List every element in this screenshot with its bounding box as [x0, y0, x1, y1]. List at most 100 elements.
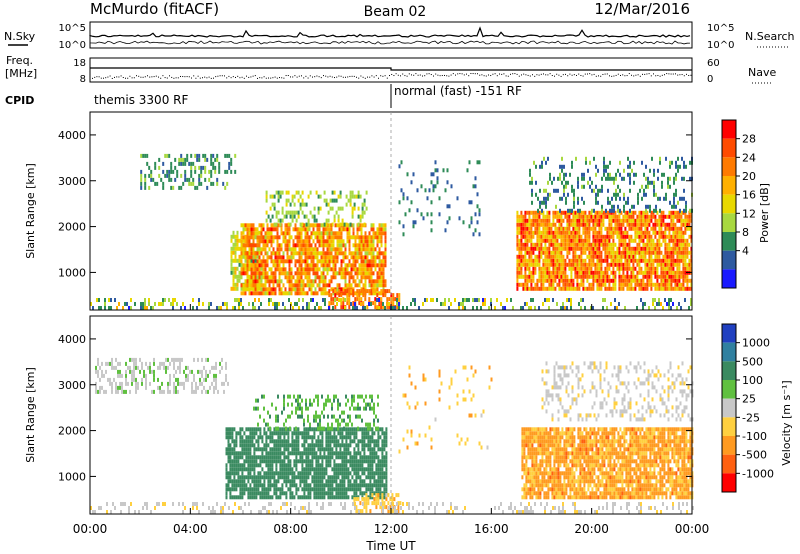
data-cell: [322, 298, 324, 302]
data-cell: [256, 263, 259, 268]
data-cell: [246, 227, 249, 232]
data-cell: [352, 255, 355, 260]
data-cell: [346, 297, 349, 302]
data-cell: [678, 238, 681, 243]
data-cell: [292, 227, 295, 232]
nave-point: [382, 75, 384, 77]
data-cell: [646, 258, 649, 263]
data-cell: [298, 243, 301, 248]
data-cell: [538, 270, 541, 275]
data-cell: [291, 447, 294, 452]
data-cell: [398, 306, 400, 310]
data-cell: [520, 226, 523, 231]
nave-point: [455, 74, 456, 76]
data-cell: [364, 251, 367, 256]
data-cell: [634, 266, 637, 271]
data-cell: [246, 271, 249, 276]
data-cell: [342, 227, 345, 232]
data-cell: [364, 259, 367, 264]
data-cell: [532, 218, 535, 223]
data-cell: [278, 223, 281, 228]
data-cell: [113, 377, 115, 382]
data-cell: [541, 200, 543, 205]
data-cell: [304, 275, 307, 280]
data-cell: [682, 246, 685, 251]
data-cell: [258, 306, 260, 310]
data-cell: [214, 165, 217, 170]
data-cell: [258, 275, 261, 280]
data-cell: [558, 266, 561, 271]
data-cell: [516, 226, 519, 231]
data-cell: [238, 278, 241, 283]
data-cell: [546, 234, 549, 239]
data-cell: [215, 381, 217, 386]
data-cell: [520, 222, 523, 227]
data-cell: [534, 222, 537, 227]
data-cell: [550, 258, 553, 263]
data-cell: [668, 238, 671, 243]
data-cell: [346, 293, 349, 298]
data-cell: [182, 157, 185, 162]
data-cell: [249, 463, 252, 468]
data-cell: [370, 251, 373, 256]
data-cell: [306, 302, 308, 306]
data-cell: [238, 274, 241, 279]
data-cell: [131, 369, 133, 374]
data-cell: [643, 172, 645, 177]
data-cell: [252, 287, 255, 292]
data-cell: [95, 389, 97, 394]
data-cell: [518, 226, 521, 231]
data-cell: [225, 435, 228, 440]
nave-point: [408, 73, 410, 75]
data-cell: [622, 266, 625, 271]
data-cell: [560, 266, 563, 271]
data-cell: [584, 214, 587, 219]
data-cell: [380, 305, 383, 310]
data-cell: [524, 278, 527, 283]
nave-point: [584, 73, 586, 75]
data-cell: [602, 222, 605, 227]
data-cell: [378, 231, 381, 236]
data-cell: [294, 223, 297, 228]
data-cell: [646, 246, 649, 251]
nave-point: [450, 74, 452, 76]
data-cell: [357, 190, 360, 195]
data-cell: [281, 463, 284, 468]
data-cell: [602, 218, 605, 223]
data-cell: [628, 238, 631, 243]
data-cell: [285, 443, 288, 448]
nave-point: [285, 75, 287, 77]
data-cell: [142, 153, 145, 158]
data-cell: [320, 231, 323, 236]
data-cell: [220, 306, 222, 310]
data-cell: [193, 377, 195, 382]
data-cell: [542, 230, 545, 235]
data-cell: [303, 447, 306, 452]
data-cell: [368, 263, 371, 268]
data-cell: [285, 475, 288, 480]
data-cell: [256, 287, 259, 292]
data-cell: [546, 210, 549, 215]
data-cell: [307, 447, 310, 452]
data-cell: [305, 222, 308, 227]
data-cell: [673, 196, 675, 201]
data-cell: [309, 459, 312, 464]
data-cell: [283, 463, 286, 468]
data-cell: [276, 239, 279, 244]
y-tick-label: 1000: [58, 266, 86, 279]
data-cell: [573, 192, 575, 197]
colorbar-tick-label: 28: [742, 133, 756, 146]
data-cell: [619, 196, 621, 201]
data-cell: [434, 160, 437, 165]
data-cell: [265, 451, 268, 456]
data-cell: [273, 447, 276, 452]
data-cell: [572, 226, 575, 231]
data-cell: [554, 226, 557, 231]
data-cell: [638, 282, 641, 287]
data-cell: [610, 262, 613, 267]
data-cell: [578, 230, 581, 235]
data-cell: [642, 230, 645, 235]
data-cell: [542, 282, 545, 287]
data-cell: [302, 306, 304, 310]
